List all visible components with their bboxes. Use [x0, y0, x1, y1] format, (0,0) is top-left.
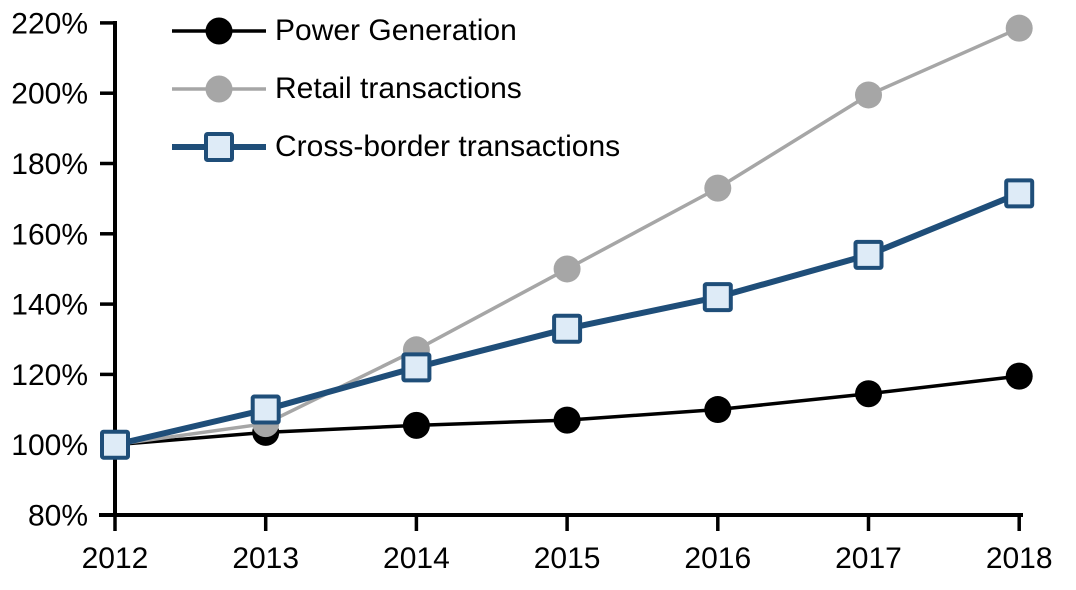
y-axis-label: 160% [11, 218, 88, 251]
legend: Power Generation Retail transactions Cro… [170, 2, 620, 176]
marker-retail-transactions-2016 [704, 174, 732, 202]
marker-legend-cross-border-transactions [204, 132, 234, 162]
legend-label-power-generation: Power Generation [275, 14, 517, 47]
marker-legend-retail-transactions [205, 75, 233, 103]
x-axis-label: 2016 [684, 542, 751, 575]
x-axis-label: 2013 [232, 542, 299, 575]
marker-cross-border-transactions-2012 [100, 429, 130, 460]
y-axis-label: 140% [11, 289, 88, 322]
x-axis-label: 2018 [986, 542, 1053, 575]
y-axis-label: 200% [11, 78, 88, 111]
marker-power-generation-2016 [704, 396, 732, 424]
x-axis-label: 2015 [534, 542, 601, 575]
legend-item-power-generation: Power Generation [170, 2, 620, 60]
y-axis-label: 100% [11, 429, 88, 462]
marker-retail-transactions-2018 [1005, 14, 1033, 42]
marker-cross-border-transactions-2016 [702, 282, 733, 313]
x-axis-label: 2014 [383, 542, 450, 575]
x-axis-label: 2012 [82, 542, 149, 575]
legend-item-retail-transactions: Retail transactions [170, 60, 620, 118]
marker-cross-border-transactions-2018 [1004, 178, 1035, 209]
power-generation-line-marker-icon [172, 17, 266, 45]
marker-power-generation-2014 [402, 411, 430, 439]
legend-label-retail-transactions: Retail transactions [275, 72, 522, 105]
legend-label-cross-border-transactions: Cross-border transactions [275, 130, 621, 163]
marker-retail-transactions-2017 [855, 81, 882, 109]
marker-cross-border-transactions-2017 [853, 239, 884, 270]
marker-retail-transactions-2015 [553, 255, 581, 283]
legend-item-cross-border-transactions: Cross-border transactions [170, 118, 620, 176]
x-axis-label: 2017 [835, 542, 902, 575]
y-axis-label: 80% [28, 500, 88, 533]
marker-power-generation-2015 [553, 406, 581, 434]
marker-cross-border-transactions-2015 [552, 313, 583, 344]
marker-power-generation-2018 [1005, 362, 1033, 390]
y-axis-label: 220% [11, 7, 88, 40]
retail-transactions-line-marker-icon [172, 75, 266, 103]
marker-cross-border-transactions-2014 [401, 352, 432, 383]
marker-legend-power-generation [205, 17, 233, 45]
marker-cross-border-transactions-2013 [250, 394, 281, 425]
y-axis-label: 180% [11, 148, 88, 181]
y-axis-label: 120% [11, 359, 88, 392]
marker-power-generation-2017 [855, 380, 882, 408]
cross-border-transactions-line-marker-icon [172, 132, 266, 162]
